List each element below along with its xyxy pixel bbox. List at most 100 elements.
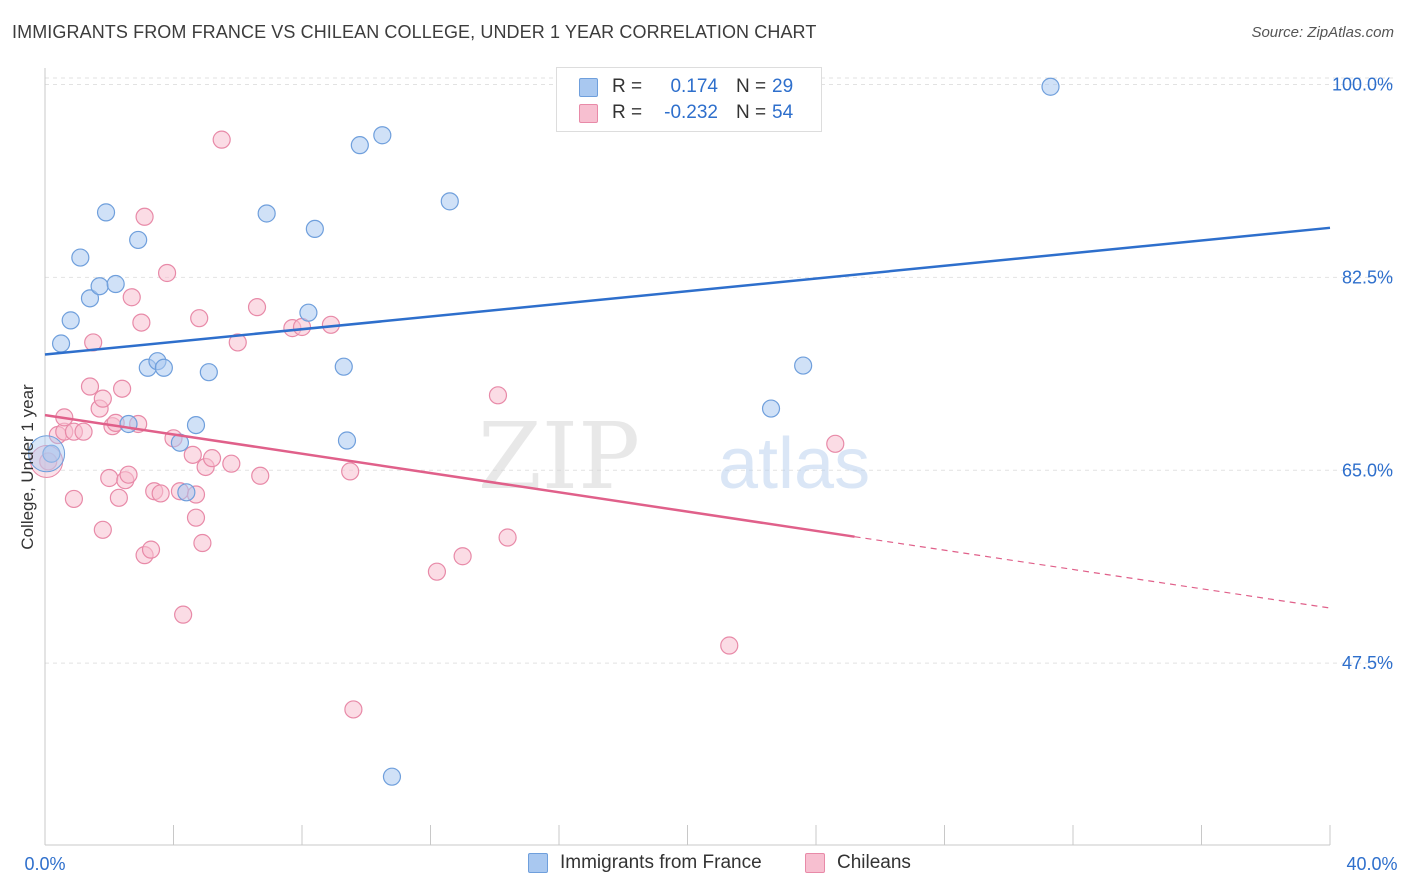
france-point bbox=[337, 431, 357, 450]
legend-n-value: 54 bbox=[772, 102, 794, 123]
chileans-point bbox=[93, 520, 112, 539]
watermark-zip: ZIP bbox=[478, 403, 640, 510]
chileans-points bbox=[30, 130, 845, 719]
chileans-point bbox=[427, 562, 447, 581]
chileans-point bbox=[64, 489, 84, 509]
chileans-point bbox=[186, 508, 206, 527]
chileans-point bbox=[157, 263, 177, 283]
france-point bbox=[794, 356, 813, 375]
legend-n-label: N = bbox=[736, 76, 767, 97]
chileans-point bbox=[344, 700, 363, 719]
legend-r-label: R = bbox=[612, 76, 643, 97]
x-tick-labels: 0.0% 40.0% bbox=[24, 854, 1397, 874]
gridlines bbox=[45, 77, 1395, 664]
series-legend-france[interactable]: Immigrants from France bbox=[528, 852, 762, 874]
chileans-point bbox=[122, 288, 141, 307]
x-tick-label: 40.0% bbox=[1346, 854, 1397, 874]
chileans-point bbox=[80, 377, 100, 396]
france-point bbox=[106, 274, 125, 294]
france-point bbox=[440, 192, 459, 211]
series-swatch-france bbox=[528, 853, 548, 873]
trend-line-france bbox=[44, 226, 1331, 356]
watermark: ZIP atlas bbox=[478, 403, 870, 510]
series-label-france: Immigrants from France bbox=[560, 852, 762, 873]
y-tick-label: 100.0% bbox=[1332, 75, 1393, 95]
y-tick-label: 82.5% bbox=[1342, 267, 1393, 287]
france-point bbox=[299, 303, 318, 322]
chileans-point bbox=[93, 389, 112, 408]
series-swatch-chileans bbox=[805, 853, 825, 873]
chileans-point bbox=[174, 605, 193, 624]
chileans-point bbox=[247, 298, 267, 317]
chileans-point bbox=[498, 528, 517, 547]
france-point-cluster bbox=[28, 435, 66, 473]
chileans-point bbox=[488, 386, 508, 405]
chileans-point bbox=[109, 488, 128, 507]
france-point bbox=[51, 334, 71, 353]
stats-legend: R = 0.174 N = 29 R = -0.232 N = 54 bbox=[556, 67, 822, 132]
chileans-point bbox=[222, 454, 241, 473]
france-point bbox=[129, 230, 148, 250]
legend-r-label: R = bbox=[612, 102, 643, 123]
chileans-point bbox=[826, 434, 845, 453]
chileans-point bbox=[112, 379, 132, 398]
y-tick-label: 65.0% bbox=[1342, 460, 1393, 480]
legend-row-chileans: R = -0.232 N = 54 bbox=[579, 101, 793, 125]
chileans-point bbox=[720, 636, 739, 655]
legend-row-france: R = 0.174 N = 29 bbox=[579, 75, 793, 99]
chileans-point bbox=[228, 333, 247, 352]
legend-swatch-chileans bbox=[579, 103, 598, 123]
source-label: Source: ZipAtlas.com bbox=[1251, 24, 1394, 41]
france-point bbox=[257, 204, 276, 223]
chart-title: IMMIGRANTS FROM FRANCE VS CHILEAN COLLEG… bbox=[12, 22, 817, 42]
chileans-point bbox=[183, 445, 202, 464]
france-point bbox=[1041, 77, 1060, 96]
y-axis-label: College, Under 1 year bbox=[18, 384, 37, 550]
france-point bbox=[761, 399, 781, 418]
france-point bbox=[119, 414, 138, 434]
france-point bbox=[382, 767, 402, 786]
chileans-point bbox=[453, 547, 472, 566]
france-point bbox=[305, 219, 324, 239]
chileans-point bbox=[193, 533, 212, 553]
france-point bbox=[186, 415, 206, 435]
legend-n-label: N = bbox=[736, 102, 767, 123]
france-point bbox=[71, 248, 90, 267]
legend-r-value: 0.174 bbox=[670, 76, 718, 97]
france-points bbox=[28, 77, 1060, 786]
chileans-point bbox=[212, 130, 231, 149]
watermark-atlas: atlas bbox=[718, 424, 870, 504]
france-point bbox=[177, 483, 196, 502]
france-point bbox=[373, 126, 392, 145]
y-tick-label: 47.5% bbox=[1342, 653, 1393, 673]
chileans-point bbox=[119, 465, 138, 484]
legend-swatch-france bbox=[579, 77, 598, 97]
chileans-point bbox=[132, 313, 151, 332]
france-point bbox=[42, 444, 61, 463]
france-point bbox=[350, 136, 369, 155]
france-point bbox=[199, 363, 218, 382]
legend-n-value: 29 bbox=[772, 76, 794, 97]
axes bbox=[44, 68, 1331, 846]
chileans-point bbox=[135, 207, 154, 226]
y-tick-labels: 47.5% 65.0% 82.5% 100.0% bbox=[1332, 75, 1393, 674]
chileans-point bbox=[141, 540, 161, 559]
chileans-point bbox=[151, 484, 170, 503]
france-point bbox=[61, 311, 80, 330]
chileans-point bbox=[251, 466, 270, 485]
trend-lines bbox=[44, 226, 1331, 609]
france-point bbox=[96, 203, 116, 222]
chileans-point bbox=[100, 468, 119, 488]
series-legend: Immigrants from France Chileans bbox=[0, 852, 1406, 878]
series-legend-chileans[interactable]: Chileans bbox=[805, 852, 911, 874]
france-point bbox=[90, 277, 109, 296]
chileans-point bbox=[202, 449, 222, 468]
trend-line-chileans-extrapolated bbox=[854, 536, 1331, 609]
series-label-chileans: Chileans bbox=[837, 852, 911, 873]
x-tick-label: 0.0% bbox=[24, 854, 65, 874]
france-point bbox=[80, 289, 100, 308]
chileans-point bbox=[190, 309, 209, 328]
trend-line-chileans bbox=[44, 413, 855, 538]
chileans-point bbox=[74, 422, 93, 441]
